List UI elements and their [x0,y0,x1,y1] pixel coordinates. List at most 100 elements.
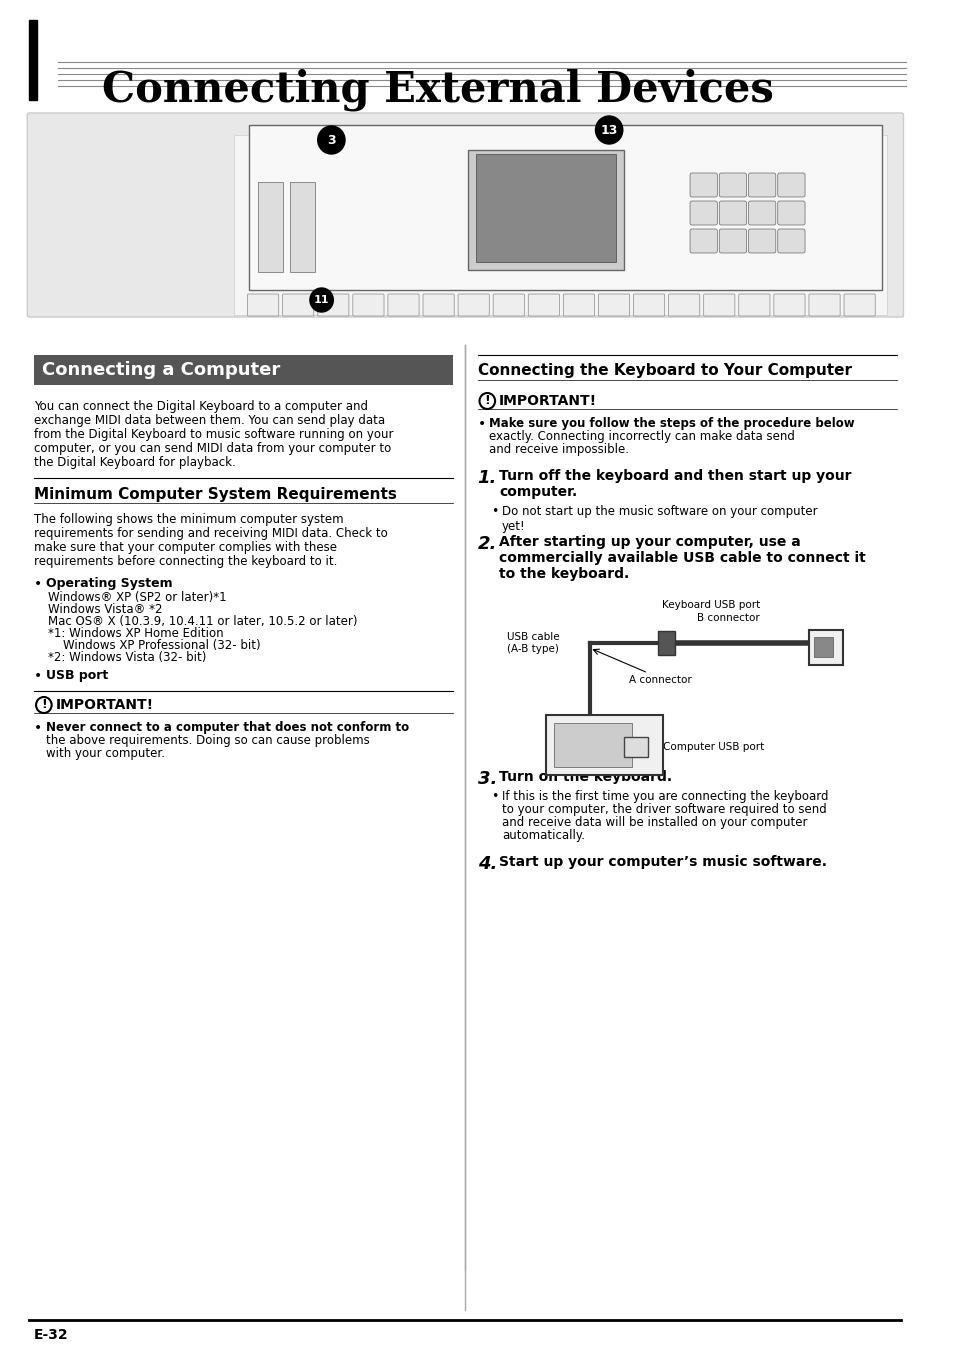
FancyBboxPatch shape [689,229,717,253]
Text: IMPORTANT!: IMPORTANT! [55,698,153,712]
Text: Minimum Computer System Requirements: Minimum Computer System Requirements [34,487,396,501]
FancyBboxPatch shape [28,113,902,317]
Bar [30,20,37,100]
Text: Turn off the keyboard and then start up your: Turn off the keyboard and then start up … [498,469,851,483]
FancyBboxPatch shape [457,294,489,315]
Text: Make sure you follow the steps of the procedure below: Make sure you follow the steps of the pr… [489,417,854,430]
Bar [290,182,314,272]
Bar [249,125,882,290]
Text: •: • [477,417,485,431]
Bar [658,631,675,655]
Bar [34,355,453,386]
Bar [545,714,662,775]
FancyBboxPatch shape [493,294,524,315]
Bar [813,638,832,656]
Text: IMPORTANT!: IMPORTANT! [498,394,597,408]
Text: exchange MIDI data between them. You can send play data: exchange MIDI data between them. You can… [34,414,385,427]
Circle shape [595,116,622,144]
FancyBboxPatch shape [777,201,804,225]
Text: with your computer.: with your computer. [46,747,165,760]
Bar [39,125,224,310]
Text: Do not start up the music software on your computer
yet!: Do not start up the music software on yo… [501,506,817,532]
Text: 11: 11 [314,295,329,305]
Text: and receive impossible.: and receive impossible. [489,443,629,456]
Text: B connector: B connector [697,613,760,623]
Text: USB cable
(A-B type): USB cable (A-B type) [506,632,558,654]
FancyBboxPatch shape [353,294,384,315]
Text: •: • [491,506,498,518]
Text: Operating System: Operating System [46,577,172,590]
Text: *2: Windows Vista (32- bit): *2: Windows Vista (32- bit) [48,651,206,665]
Text: *1: Windows XP Home Edition: *1: Windows XP Home Edition [48,627,223,640]
Text: 3.: 3. [477,770,497,789]
Bar [623,737,647,758]
Bar [476,154,616,262]
FancyBboxPatch shape [317,294,349,315]
FancyBboxPatch shape [282,294,314,315]
Bar [553,723,631,767]
FancyBboxPatch shape [808,294,840,315]
Text: •: • [34,577,42,590]
FancyBboxPatch shape [719,201,746,225]
Text: 2.: 2. [477,535,497,553]
FancyBboxPatch shape [719,173,746,197]
Text: 1.: 1. [477,469,497,487]
Circle shape [36,697,51,713]
Text: !: ! [41,698,47,712]
Text: Start up your computer’s music software.: Start up your computer’s music software. [498,855,826,869]
Bar [467,150,623,270]
FancyBboxPatch shape [598,294,629,315]
FancyBboxPatch shape [748,173,775,197]
Text: to the keyboard.: to the keyboard. [498,568,629,581]
FancyBboxPatch shape [773,294,804,315]
Text: Windows Vista® *2: Windows Vista® *2 [48,603,162,616]
Text: Windows® XP (SP2 or later)*1: Windows® XP (SP2 or later)*1 [48,590,226,604]
FancyBboxPatch shape [748,201,775,225]
Text: USB port: USB port [46,669,108,682]
FancyBboxPatch shape [528,294,558,315]
Circle shape [479,394,495,408]
Text: make sure that your computer complies with these: make sure that your computer complies wi… [34,541,336,554]
Text: exactly. Connecting incorrectly can make data send: exactly. Connecting incorrectly can make… [489,430,794,443]
Text: After starting up your computer, use a: After starting up your computer, use a [498,535,800,549]
Text: If this is the first time you are connecting the keyboard: If this is the first time you are connec… [501,790,827,803]
Text: Turn on the keyboard.: Turn on the keyboard. [498,770,672,785]
FancyBboxPatch shape [777,173,804,197]
Text: Never connect to a computer that does not conform to: Never connect to a computer that does no… [46,721,409,735]
Text: E-32: E-32 [34,1328,69,1343]
Text: You can connect the Digital Keyboard to a computer and: You can connect the Digital Keyboard to … [34,400,368,412]
Text: Keyboard USB port: Keyboard USB port [661,600,760,611]
Text: and receive data will be installed on your computer: and receive data will be installed on yo… [501,816,806,829]
FancyBboxPatch shape [843,294,874,315]
Text: •: • [491,790,498,803]
Text: the Digital Keyboard for playback.: the Digital Keyboard for playback. [34,456,235,469]
FancyBboxPatch shape [689,173,717,197]
FancyBboxPatch shape [563,294,594,315]
Text: from the Digital Keyboard to music software running on your: from the Digital Keyboard to music softw… [34,429,394,441]
Text: 13: 13 [599,124,618,136]
Text: A connector: A connector [628,675,691,685]
FancyBboxPatch shape [247,294,278,315]
Circle shape [317,125,345,154]
Text: requirements for sending and receiving MIDI data. Check to: requirements for sending and receiving M… [34,527,388,541]
Text: Connecting a Computer: Connecting a Computer [42,361,280,379]
FancyBboxPatch shape [777,229,804,253]
Text: •: • [34,721,42,735]
Bar [808,630,842,665]
FancyBboxPatch shape [633,294,664,315]
Bar [258,182,282,272]
Text: Windows XP Professional (32- bit): Windows XP Professional (32- bit) [48,639,260,652]
Text: to your computer, the driver software required to send: to your computer, the driver software re… [501,803,826,816]
FancyBboxPatch shape [738,294,769,315]
Text: Computer USB port: Computer USB port [662,741,763,752]
FancyBboxPatch shape [388,294,418,315]
Text: Connecting the Keyboard to Your Computer: Connecting the Keyboard to Your Computer [477,363,851,377]
Text: automatically.: automatically. [501,829,584,842]
Text: 3: 3 [327,133,335,147]
Text: Connecting External Devices: Connecting External Devices [102,69,774,112]
Text: requirements before connecting the keyboard to it.: requirements before connecting the keybo… [34,555,337,568]
FancyBboxPatch shape [703,294,734,315]
Text: •: • [34,669,42,683]
Circle shape [310,288,333,311]
Text: the above requirements. Doing so can cause problems: the above requirements. Doing so can cau… [46,735,369,747]
